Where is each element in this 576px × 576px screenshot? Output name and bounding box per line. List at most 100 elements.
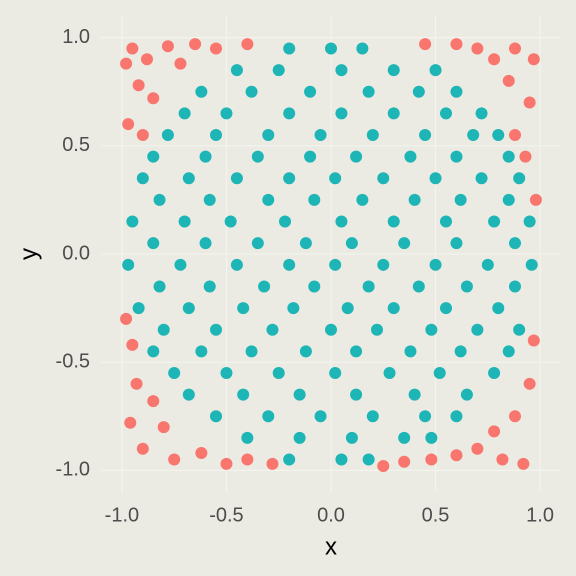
point: [237, 302, 250, 315]
point: [450, 150, 463, 163]
point: [350, 150, 363, 163]
point: [279, 215, 291, 228]
point: [245, 345, 258, 358]
x-tick-label: 0.0: [317, 504, 345, 526]
point: [377, 172, 390, 185]
point: [147, 92, 160, 105]
point: [502, 193, 515, 206]
point: [502, 150, 515, 163]
point: [174, 258, 187, 271]
point: [299, 237, 312, 250]
point: [304, 85, 317, 98]
point: [513, 323, 526, 336]
point: [220, 457, 233, 470]
point: [241, 38, 254, 51]
point: [147, 395, 160, 408]
point: [210, 410, 222, 423]
point: [272, 64, 285, 77]
point: [419, 410, 432, 423]
point: [408, 193, 421, 206]
point: [335, 215, 348, 228]
point: [130, 377, 143, 390]
point: [502, 74, 515, 87]
point: [350, 345, 363, 358]
point: [387, 107, 400, 120]
point: [366, 129, 379, 141]
point: [377, 258, 390, 271]
point: [283, 107, 296, 120]
point: [325, 323, 337, 336]
point: [513, 172, 526, 185]
point: [132, 302, 145, 315]
point: [429, 258, 442, 271]
point: [147, 345, 160, 358]
point: [182, 302, 195, 315]
point: [258, 280, 271, 293]
x-tick-label: -1.0: [105, 504, 139, 526]
x-tick-label: 0.5: [422, 504, 450, 526]
point: [488, 367, 501, 379]
point: [168, 367, 181, 379]
point: [283, 258, 296, 271]
point: [345, 431, 358, 444]
x-axis-title: x: [325, 533, 337, 560]
point: [220, 107, 233, 120]
point: [450, 410, 463, 423]
y-tick-label: 0.0: [62, 242, 90, 264]
point: [366, 410, 379, 423]
point: [224, 215, 237, 228]
point: [241, 431, 254, 444]
point: [329, 172, 342, 185]
point: [237, 388, 250, 401]
point: [429, 172, 442, 185]
point: [308, 280, 321, 293]
point: [419, 38, 432, 51]
point: [168, 453, 181, 466]
point: [475, 172, 488, 185]
point: [412, 85, 425, 98]
point: [471, 442, 484, 455]
point: [509, 42, 521, 55]
point: [293, 388, 306, 401]
point: [203, 193, 216, 206]
point: [450, 38, 463, 51]
point: [425, 453, 438, 466]
point: [153, 193, 166, 206]
point: [356, 193, 369, 206]
point: [120, 57, 133, 70]
point: [195, 345, 208, 358]
point: [527, 334, 540, 347]
point: [475, 107, 488, 120]
point: [132, 79, 145, 92]
point: [467, 129, 480, 141]
point: [325, 42, 337, 55]
point: [203, 280, 216, 293]
point: [199, 237, 212, 250]
point: [157, 323, 170, 336]
point: [481, 258, 494, 271]
point: [356, 42, 369, 55]
y-axis-title: y: [15, 248, 42, 260]
point: [230, 64, 243, 77]
point: [141, 53, 153, 66]
point: [488, 215, 501, 228]
point: [387, 64, 400, 77]
point: [266, 457, 279, 470]
point: [345, 237, 358, 250]
point: [189, 38, 202, 51]
point: [199, 150, 212, 163]
point: [525, 258, 538, 271]
point: [425, 431, 438, 444]
point: [126, 42, 139, 55]
point: [210, 42, 222, 55]
point: [120, 312, 133, 325]
point: [387, 302, 400, 315]
point: [488, 425, 501, 438]
point: [404, 150, 417, 163]
point: [335, 107, 348, 120]
point: [161, 40, 174, 53]
point: [450, 85, 463, 98]
point: [362, 453, 375, 466]
